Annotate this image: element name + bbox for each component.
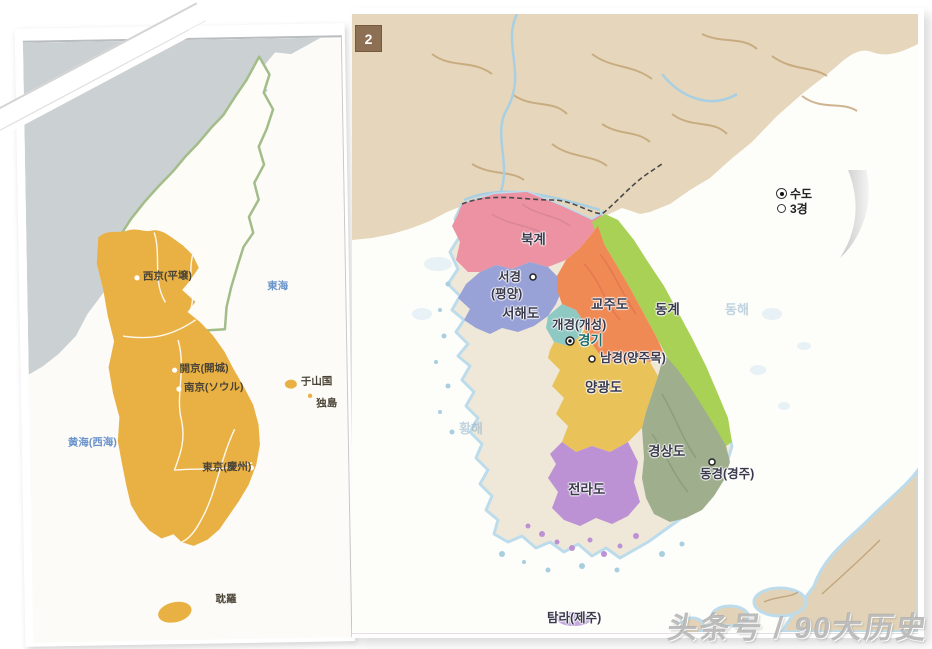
legend-capital-label: 수도	[790, 187, 813, 201]
province-division-lines	[122, 232, 253, 543]
label-donggye: 동계	[655, 302, 680, 317]
label-tamna: 耽羅	[215, 593, 237, 606]
right-map-panel: 2 수도 3경 북계 동계 서해도 경기 교주도 양광도 경상도 전라도	[352, 14, 918, 632]
label-yanggwangdo: 양광도	[585, 380, 623, 395]
province-shape-donggye	[592, 214, 732, 446]
label-gaegyeong-gaeseong: 開京(開城)	[179, 362, 229, 376]
label-seogyeong-pyongyang: 西京(平壌)	[142, 269, 193, 283]
label-jeollado: 전라도	[568, 482, 606, 497]
city-markers	[529, 273, 716, 466]
right-photo-frame: 2 수도 3경 북계 동계 서해도 경기 교주도 양광도 경상도 전라도	[352, 8, 924, 638]
southern-purple-islets	[525, 523, 639, 557]
province-shape-yanggwangdo	[548, 330, 658, 452]
label-gyeongsangdo: 경상도	[648, 444, 686, 459]
label-dokdo: 独島	[316, 397, 338, 410]
right-map-drawing	[352, 14, 918, 632]
province-shape-jeollado	[548, 442, 640, 526]
label-gaegyeong: 개경(개성)	[552, 318, 607, 332]
legend-capital-row: 수도	[776, 186, 812, 201]
label-gyojudo: 교주도	[591, 297, 629, 312]
label-tamna-jeju: 탐라(제주)	[547, 611, 602, 625]
label-seogyeong: 서경	[498, 270, 522, 284]
left-map-panel: 西京(平壌) 開京(開城) 南京(ソウル) 東京(慶州) 于山国 独島 耽羅 東…	[22, 35, 353, 643]
legend-3gyeong-label: 3경	[790, 202, 808, 216]
bottom-divider-line	[352, 633, 918, 634]
label-usanguk: 于山国	[300, 375, 333, 388]
capital-dots	[134, 275, 254, 471]
label-yellow-sea: 황해	[459, 421, 483, 436]
left-map-drawing	[22, 37, 352, 643]
page-curl-decoration	[840, 170, 869, 258]
province-shape-gyojudo	[557, 226, 664, 364]
map-legend: 수도 3경	[776, 186, 812, 216]
usanguk-island	[284, 379, 297, 389]
left-photo-frame: 西京(平壌) 開京(開城) 南京(ソウル) 東京(慶州) 于山国 独島 耽羅 東…	[0, 2, 356, 647]
label-namgyeong: 남경(양주목)	[600, 351, 666, 365]
dokdo-island	[307, 393, 313, 399]
japan-ridges	[763, 539, 881, 603]
northern-border-dashed	[461, 163, 663, 215]
label-gyeonggi: 경기	[578, 333, 603, 348]
figure-number-badge: 2	[355, 25, 382, 52]
label-east-sea: 동해	[725, 302, 749, 317]
label-seohaedo: 서해도	[502, 306, 540, 321]
mainland-china-shape	[22, 37, 321, 375]
manchuria-terrain-shape	[352, 14, 918, 240]
province-shape-gyeonggi	[546, 304, 584, 346]
legend-3gyeong-row: 3경	[776, 201, 812, 216]
secondary-capital-ring-icon	[777, 204, 786, 213]
tamna-jeju-island	[557, 612, 591, 626]
label-donggyeong: 동경(경주)	[700, 467, 755, 481]
province-ridges	[491, 203, 697, 493]
mountain-ridges	[431, 33, 858, 181]
province-shape-bukgye	[452, 192, 602, 272]
watermark-text: 头条号 / 90大历史	[665, 612, 930, 645]
sea-tint-patches	[412, 257, 811, 410]
capital-bullseye-icon	[776, 188, 787, 199]
province-shape-seohaedo	[458, 262, 562, 334]
label-namgyeong-seoul: 南京(ソウル)	[183, 380, 244, 395]
tamna-jeju-island	[158, 601, 192, 623]
label-bukgye: 북계	[521, 232, 546, 247]
label-yellow-sea: 黄海(西海)	[67, 436, 117, 450]
label-east-sea: 東海	[267, 280, 289, 293]
label-donggyeong-gyeongju: 東京(慶州)	[202, 460, 252, 474]
coastal-islets	[434, 281, 685, 573]
label-pyongyang: (평양)	[491, 287, 523, 301]
